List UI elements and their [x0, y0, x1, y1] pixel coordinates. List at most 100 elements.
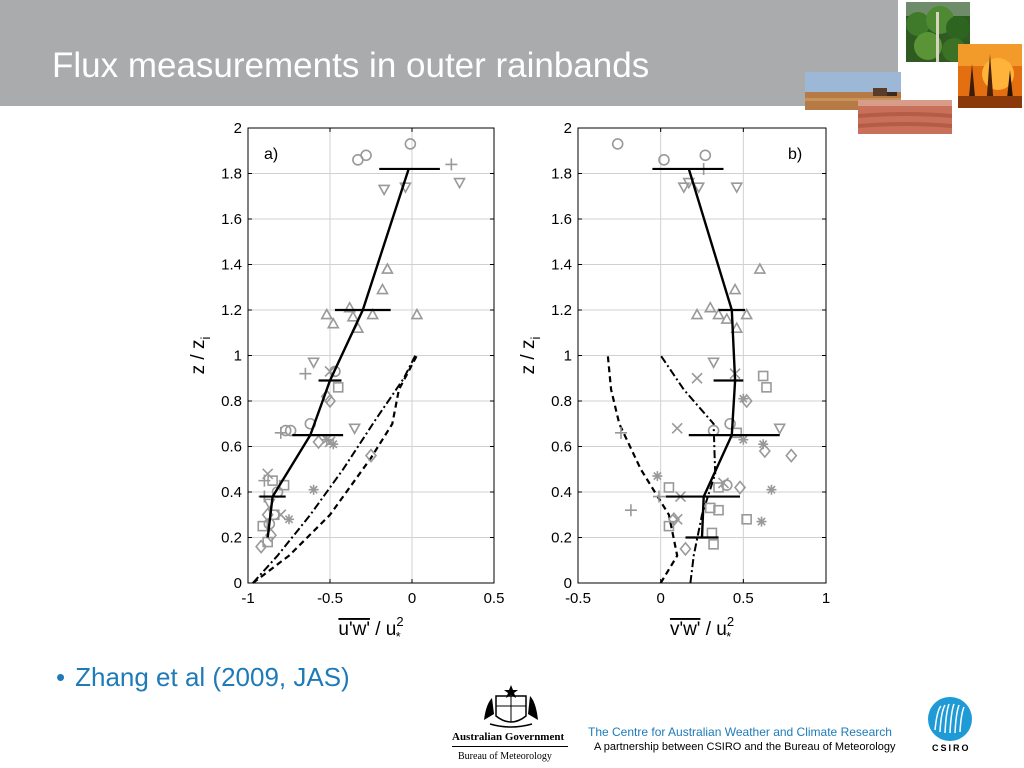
- data-point-tri_up: [690, 307, 704, 320]
- data-point-circle: [279, 424, 292, 437]
- data-point-x: [671, 513, 683, 525]
- data-point-diamond: [667, 512, 680, 527]
- data-point-tri_up: [366, 307, 379, 320]
- x-axis-label: v'w' / u2 *: [670, 614, 734, 644]
- data-point-tri_up: [376, 282, 389, 295]
- x-tick-label: 0.5: [484, 590, 505, 607]
- bullet-dot: •: [56, 662, 66, 692]
- data-point-tri_up: [326, 317, 340, 329]
- footer-partnership: A partnership between CSIRO and the Bure…: [594, 741, 896, 753]
- data-point-square: [741, 513, 752, 525]
- data-point-tri_up: [343, 301, 357, 313]
- data-point-tri_down: [677, 182, 691, 194]
- y-tick-label: 0.4: [551, 484, 572, 501]
- data-point-asterisk: [652, 471, 663, 482]
- data-point-diamond: [364, 448, 378, 463]
- footer-centre-name: The Centre for Australian Weather and Cl…: [588, 725, 892, 739]
- title-bar: Flux measurements in outer rainbands: [0, 0, 898, 106]
- data-point-tri_up: [346, 310, 360, 322]
- y-tick-label: 2: [234, 120, 242, 137]
- data-point-square: [663, 482, 675, 493]
- bullet-text: Zhang et al (2009, JAS): [75, 662, 350, 692]
- coat-of-arms-icon: [484, 685, 538, 728]
- y-tick-label: 1.2: [551, 302, 572, 319]
- gov-sub: Bureau of Meteorology: [458, 751, 552, 762]
- data-point-asterisk: [738, 434, 749, 445]
- gov-name: Australian Government: [452, 731, 565, 743]
- data-point-square: [663, 520, 675, 532]
- y-tick-label: 1.4: [221, 257, 242, 274]
- data-point-tri_up: [720, 312, 734, 324]
- y-tick-label: 1.6: [221, 211, 242, 228]
- data-point-tri_up: [740, 307, 753, 320]
- data-point-tri_down: [453, 177, 466, 190]
- x-tick-label: -0.5: [317, 590, 343, 607]
- bullet-item: • Zhang et al (2009, JAS): [56, 662, 350, 693]
- x-axis-label: u'w' / u2 *: [338, 614, 403, 644]
- flux-profile-charts: -1 -0.5 0 0.5 0 0.2 0.4 0.6 0.8 1 1.2 1.4 1.6 1.8 2 a) u…: [188, 120, 830, 644]
- data-point-square: [332, 382, 344, 393]
- mean-profile-line: [266, 168, 410, 538]
- y-tick-label: 1.8: [551, 166, 572, 183]
- y-tick-label: 0: [234, 575, 242, 592]
- panel-label: a): [264, 146, 278, 163]
- data-point-tri_down: [692, 182, 706, 194]
- y-tick-label: 0.8: [221, 393, 242, 410]
- data-point-square: [761, 382, 772, 393]
- data-point-asterisk: [766, 484, 777, 495]
- data-point-plus: [653, 490, 666, 503]
- data-point-tri_down: [348, 423, 361, 435]
- data-point-asterisk: [756, 516, 767, 527]
- csiro-logo-icon: [928, 697, 972, 741]
- data-point-diamond: [323, 393, 337, 409]
- data-point-tri_down: [773, 423, 787, 435]
- data-point-tri_down: [377, 184, 391, 197]
- y-tick-label: 0.6: [221, 439, 242, 456]
- data-point-tri_up: [730, 321, 744, 333]
- data-point-x: [671, 422, 683, 434]
- y-tick-label: 1: [234, 348, 242, 365]
- data-point-diamond: [785, 448, 798, 463]
- x-tick-label: 1: [822, 590, 830, 607]
- data-point-tri_down: [682, 177, 696, 190]
- dashed-curve: [606, 355, 679, 584]
- y-tick-label: 1.6: [551, 211, 572, 228]
- data-point-diamond: [679, 541, 692, 557]
- data-point-x: [691, 372, 703, 384]
- y-axis-label: z / zi: [518, 337, 543, 375]
- data-point-tri_up: [703, 301, 717, 313]
- data-point-plus: [445, 158, 458, 171]
- data-point-square: [267, 475, 278, 486]
- data-point-circle: [699, 149, 712, 162]
- data-point-tri_up: [753, 262, 767, 274]
- data-point-asterisk: [308, 484, 319, 495]
- data-point-tri_down: [707, 357, 720, 369]
- data-point-tri_up: [728, 282, 742, 295]
- x-tick-label: -1: [241, 590, 254, 607]
- y-tick-label: 0.8: [551, 393, 572, 410]
- y-tick-label: 1.8: [221, 166, 242, 183]
- panel-label: b): [788, 146, 802, 163]
- y-tick-label: 0.2: [551, 530, 572, 547]
- data-point-square: [713, 504, 724, 516]
- panel-b: -0.5 0 0.5 100.20.40.60.811.21.41.61.82b)v'…: [518, 120, 830, 644]
- data-point-asterisk: [284, 514, 294, 525]
- csiro-wordmark: CSIRO: [932, 743, 971, 753]
- dashed-curve: [252, 354, 418, 584]
- data-point-tri_up: [712, 307, 725, 320]
- data-point-diamond: [255, 539, 268, 554]
- data-point-circle: [658, 154, 670, 166]
- data-point-square: [706, 527, 718, 539]
- gov-divider: [452, 746, 568, 747]
- data-point-asterisk: [758, 439, 769, 450]
- x-tick-label: 0: [408, 590, 416, 607]
- data-point-circle: [329, 365, 341, 378]
- y-tick-label: 2: [564, 120, 572, 137]
- dashdot-curve: [252, 355, 417, 584]
- data-point-square: [708, 539, 719, 550]
- y-tick-label: 1: [564, 348, 572, 365]
- mean-profile-line: [687, 168, 737, 538]
- data-point-circle: [720, 479, 733, 491]
- data-point-square: [257, 520, 269, 532]
- y-axis-label: z / zi: [188, 337, 213, 375]
